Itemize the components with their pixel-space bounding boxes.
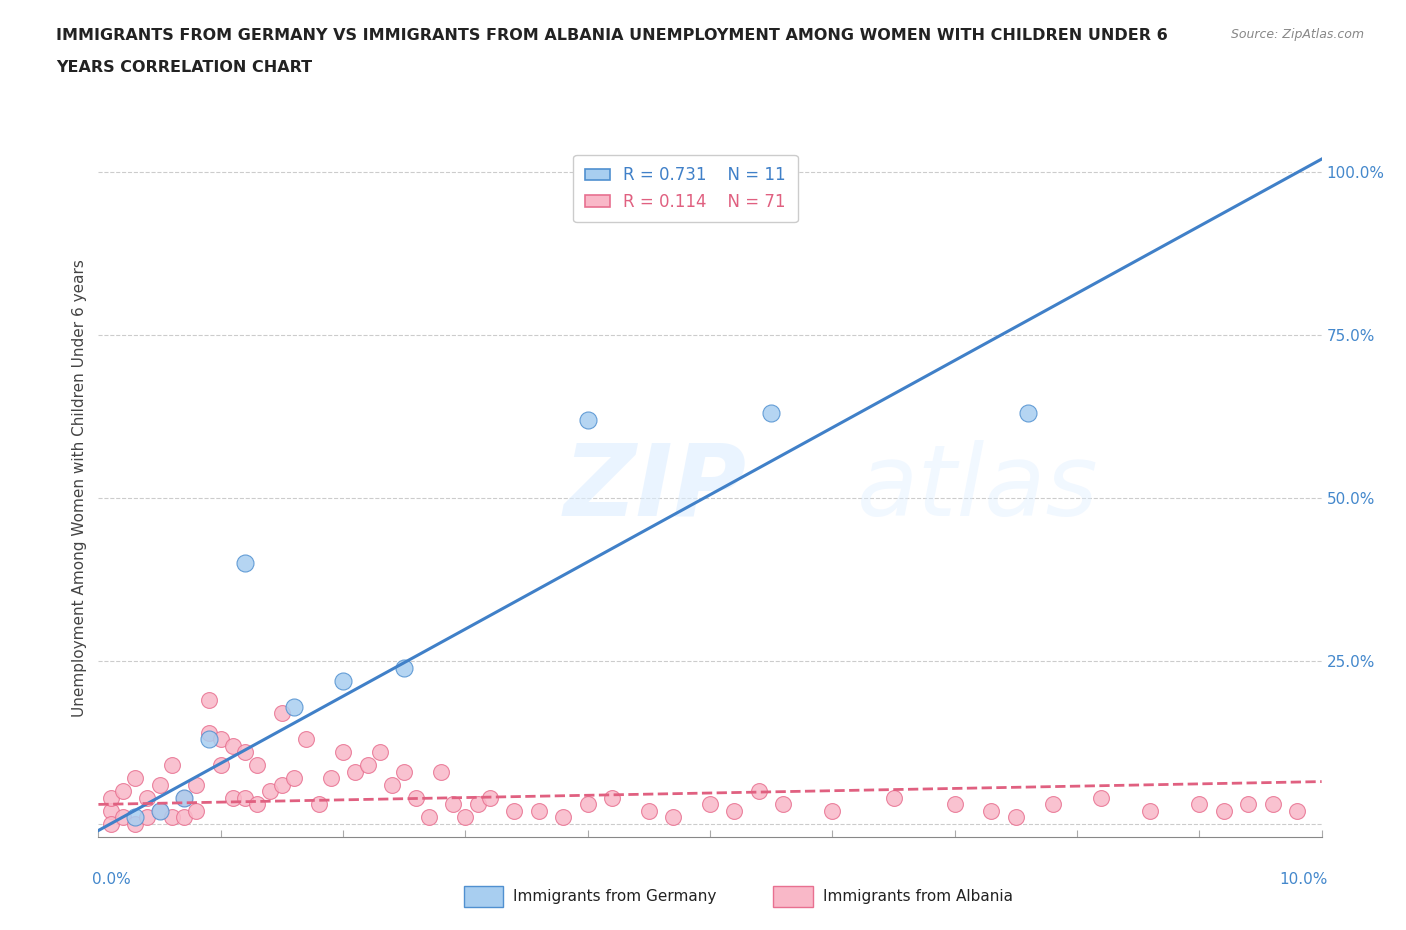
Point	[1004, 810, 1026, 825]
Point	[381, 777, 404, 792]
Point	[1188, 797, 1211, 812]
Point	[368, 745, 391, 760]
Text: 0.0%: 0.0%	[93, 872, 131, 887]
Point	[209, 732, 232, 747]
Point	[356, 758, 378, 773]
Point	[111, 810, 134, 825]
Point	[270, 706, 292, 721]
Point	[149, 777, 172, 792]
Point	[392, 660, 416, 675]
Point	[405, 790, 427, 805]
Point	[943, 797, 966, 812]
Point	[100, 817, 122, 831]
Point	[467, 797, 489, 812]
Point	[149, 804, 172, 818]
Text: YEARS CORRELATION CHART: YEARS CORRELATION CHART	[56, 60, 312, 75]
Point	[186, 804, 208, 818]
Point	[748, 784, 770, 799]
Text: 10.0%: 10.0%	[1279, 872, 1327, 887]
Point	[160, 810, 183, 825]
Point	[1237, 797, 1260, 812]
Point	[503, 804, 526, 818]
Point	[197, 725, 219, 740]
Point	[418, 810, 440, 825]
Point	[332, 673, 354, 688]
Point	[662, 810, 685, 825]
Point	[332, 745, 354, 760]
Point	[576, 412, 599, 427]
Point	[454, 810, 477, 825]
Point	[723, 804, 745, 818]
Point	[124, 817, 146, 831]
Point	[883, 790, 905, 805]
Point	[1261, 797, 1284, 812]
Point	[270, 777, 292, 792]
Point	[186, 777, 208, 792]
Point	[441, 797, 464, 812]
Text: Immigrants from Albania: Immigrants from Albania	[823, 889, 1012, 904]
Point	[637, 804, 661, 818]
Point	[319, 771, 342, 786]
Point	[173, 790, 195, 805]
Text: IMMIGRANTS FROM GERMANY VS IMMIGRANTS FROM ALBANIA UNEMPLOYMENT AMONG WOMEN WITH: IMMIGRANTS FROM GERMANY VS IMMIGRANTS FR…	[56, 28, 1168, 43]
Point	[246, 797, 269, 812]
Point	[478, 790, 501, 805]
Point	[1017, 405, 1039, 420]
Point	[1286, 804, 1309, 818]
Point	[160, 758, 183, 773]
Point	[821, 804, 844, 818]
Point	[576, 797, 599, 812]
Point	[295, 732, 318, 747]
Point	[233, 745, 256, 760]
Y-axis label: Unemployment Among Women with Children Under 6 years: Unemployment Among Women with Children U…	[72, 259, 87, 717]
Point	[246, 758, 269, 773]
Point	[1212, 804, 1234, 818]
Point	[600, 790, 623, 805]
Point	[980, 804, 1002, 818]
Point	[259, 784, 281, 799]
Point	[149, 804, 172, 818]
Point	[111, 784, 134, 799]
Point	[100, 804, 122, 818]
Point	[283, 699, 305, 714]
Point	[283, 771, 305, 786]
Point	[124, 771, 146, 786]
Point	[173, 790, 195, 805]
Point	[136, 810, 159, 825]
Point	[772, 797, 794, 812]
Point	[1139, 804, 1161, 818]
Point	[197, 693, 219, 708]
Point	[392, 764, 416, 779]
Point	[197, 732, 219, 747]
Point	[1090, 790, 1112, 805]
Point	[173, 810, 195, 825]
Text: atlas: atlas	[856, 440, 1098, 537]
Point	[1042, 797, 1064, 812]
Point	[553, 810, 575, 825]
Point	[430, 764, 453, 779]
Point	[344, 764, 367, 779]
Point	[222, 738, 245, 753]
Point	[233, 790, 256, 805]
Point	[233, 556, 256, 571]
Legend: R = 0.731    N = 11, R = 0.114    N = 71: R = 0.731 N = 11, R = 0.114 N = 71	[574, 154, 797, 222]
Point	[124, 810, 146, 825]
Point	[222, 790, 245, 805]
Text: Immigrants from Germany: Immigrants from Germany	[513, 889, 717, 904]
Point	[209, 758, 232, 773]
Text: ZIP: ZIP	[564, 440, 747, 537]
Point	[759, 405, 782, 420]
Point	[100, 790, 122, 805]
Point	[699, 797, 721, 812]
Point	[308, 797, 330, 812]
Point	[136, 790, 159, 805]
Point	[527, 804, 550, 818]
Text: Source: ZipAtlas.com: Source: ZipAtlas.com	[1230, 28, 1364, 41]
